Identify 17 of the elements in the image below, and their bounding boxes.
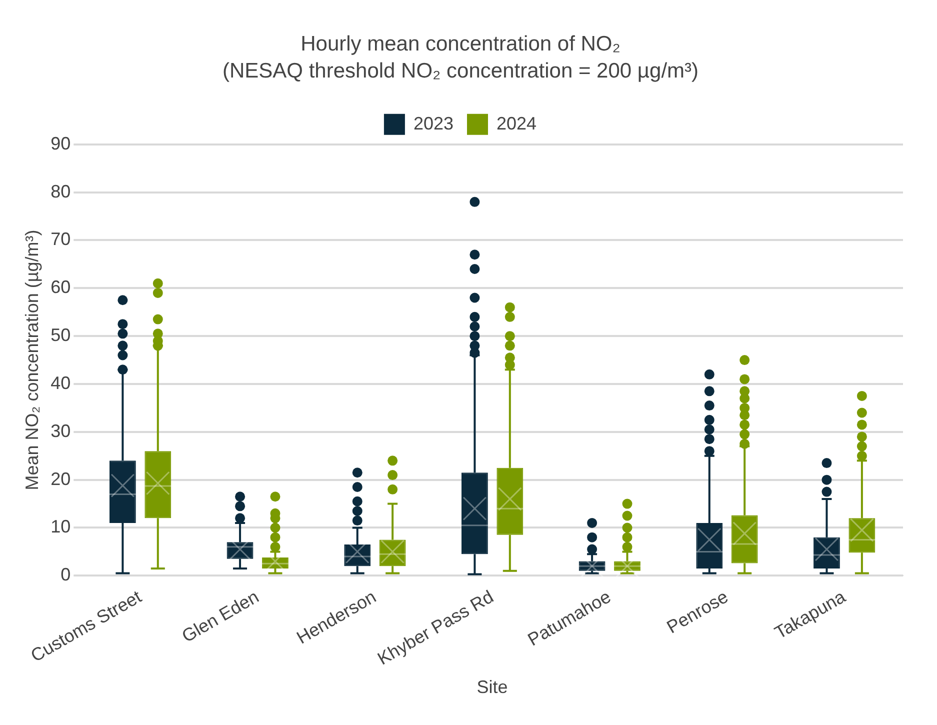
y-tick-label: 50 [50,325,71,346]
y-tick-label: 10 [50,516,71,537]
x-tick-label: Glen Eden [178,586,262,646]
y-tick-label: 60 [50,277,71,298]
y-tick-label: 30 [50,420,71,441]
y-axis-title: Mean NO₂ concentration (µg/m³) [22,230,42,490]
y-tick-label: 40 [50,372,71,393]
legend-label: 2024 [496,113,537,134]
y-tick-label: 90 [50,133,71,154]
y-tick-label: 0 [60,564,71,585]
y-tick-label: 20 [50,468,71,489]
y-tick-label: 70 [50,229,71,250]
chart-title: Hourly mean concentration of NO₂ [300,32,620,56]
y-tick-label: 80 [50,181,71,202]
chart-subtitle: (NESAQ threshold NO₂ concentration = 200 µg/m³) [222,60,699,83]
legend-label: 2023 [413,113,454,134]
x-axis-title: Site [476,677,508,698]
